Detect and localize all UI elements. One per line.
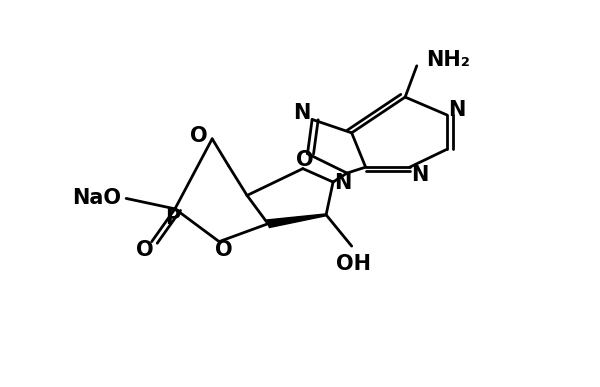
Text: OH: OH [336,254,371,274]
Text: N: N [449,99,466,120]
Polygon shape [266,214,326,228]
Text: O: O [136,240,154,260]
Text: N: N [335,173,352,193]
Text: P: P [165,208,180,228]
Text: NH₂: NH₂ [426,50,470,70]
Text: O: O [296,150,314,170]
Text: O: O [215,240,233,260]
Text: NaO: NaO [73,188,121,209]
Text: N: N [412,166,429,185]
Text: N: N [293,103,311,123]
Text: O: O [190,126,208,146]
